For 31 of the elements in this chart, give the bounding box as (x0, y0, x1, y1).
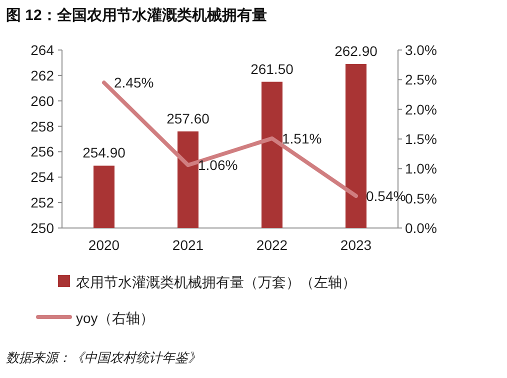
chart-title: 图 12：全国农用节水灌溉类机械拥有量 (6, 7, 267, 24)
y2-tick-label: 0.0% (405, 220, 437, 236)
y2-tick-label: 1.0% (405, 160, 437, 177)
x-tick-label: 2022 (256, 237, 288, 253)
data-label: 1.06% (198, 157, 238, 174)
data-label: 254.90 (82, 144, 126, 161)
data-label: 257.60 (166, 110, 210, 126)
y2-tick-label: 3.0% (405, 42, 437, 58)
data-label: 0.54% (366, 188, 406, 204)
legend-label: yoy（右轴） (76, 310, 154, 326)
legend-label: 农用节水灌溉类机械拥有量（万套）（左轴） (76, 274, 356, 290)
y-tick-label: 250 (30, 220, 54, 236)
y-tick-label: 258 (30, 118, 54, 134)
y-tick-label: 252 (30, 194, 54, 211)
y2-tick-label: 0.5% (405, 190, 437, 206)
data-label: 1.51% (282, 130, 322, 146)
y-tick-label: 260 (30, 92, 54, 109)
y2-tick-label: 1.5% (405, 131, 437, 147)
data-label: 261.50 (250, 60, 294, 77)
y2-tick-label: 2.0% (405, 101, 437, 118)
data-label: 2.45% (114, 74, 154, 91)
y-tick-label: 256 (30, 144, 54, 160)
x-tick-label: 2021 (172, 237, 204, 253)
x-tick-label: 2020 (88, 237, 120, 253)
y2-tick-label: 2.5% (405, 72, 437, 88)
y-tick-label: 262 (30, 67, 54, 84)
x-tick-label: 2023 (340, 237, 372, 253)
data-label: 262.90 (334, 42, 378, 59)
source-note: 数据来源：《中国农村统计年鉴》 (6, 350, 201, 365)
y-tick-label: 264 (30, 42, 54, 58)
y-tick-label: 254 (30, 169, 54, 186)
